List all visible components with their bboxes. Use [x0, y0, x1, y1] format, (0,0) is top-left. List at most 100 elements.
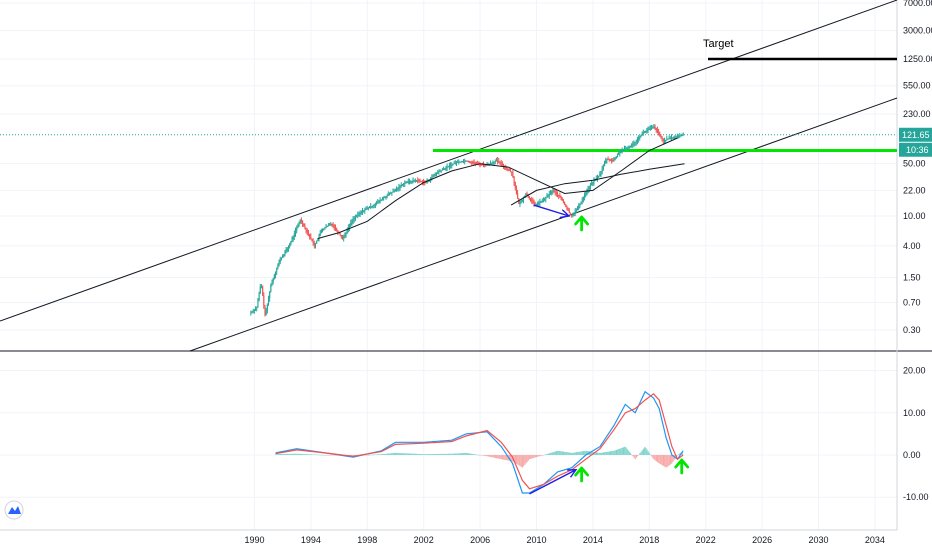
candle: [514, 181, 516, 191]
candle-body: [645, 131, 647, 133]
candle: [276, 267, 278, 275]
candle-body: [334, 227, 337, 229]
macd-histogram-bar: [653, 455, 655, 460]
macd-histogram-bar: [333, 455, 335, 456]
macd-histogram-bar: [678, 454, 680, 455]
macd-histogram-bar: [373, 454, 375, 456]
candle-body: [561, 198, 563, 201]
axis-settings-corner[interactable]: [894, 534, 932, 550]
macd-histogram-bar: [410, 453, 412, 455]
candle-body: [493, 161, 495, 163]
macd-histogram-bar: [353, 455, 355, 456]
candle: [508, 168, 510, 171]
candle: [582, 196, 584, 203]
candle-body: [412, 180, 414, 182]
candle-body: [622, 149, 624, 151]
candle-body: [354, 217, 357, 219]
macd-histogram-bar: [420, 454, 422, 455]
price-tick-label: 10.00: [903, 211, 926, 221]
candle-body: [401, 184, 404, 186]
macd-histogram-bar: [407, 453, 410, 455]
macd-histogram-bar: [393, 452, 395, 455]
candle-body: [646, 130, 648, 132]
macd-histogram-bar: [293, 453, 296, 455]
candle-body: [332, 223, 334, 226]
candle-body: [276, 268, 278, 272]
green-up-arrow-icon[interactable]: [574, 215, 590, 232]
candle-body: [665, 139, 667, 141]
candle-body: [579, 204, 581, 207]
green-up-arrow-icon[interactable]: [674, 458, 690, 475]
upper-channel-line[interactable]: [0, 0, 898, 322]
macd-histogram-bar: [673, 455, 675, 461]
candle: [280, 257, 283, 261]
candle-body: [303, 223, 305, 226]
macd-histogram-bar: [283, 453, 285, 455]
candle: [544, 197, 546, 202]
candle-body: [407, 181, 409, 183]
candle-body: [452, 163, 454, 165]
macd-histogram-bar: [552, 452, 554, 455]
candle: [417, 177, 419, 184]
candle: [392, 188, 394, 193]
price-divergence-arrow[interactable]: [533, 204, 569, 216]
candle-body: [619, 151, 621, 154]
macd-histogram-bar: [637, 455, 639, 457]
candle: [618, 150, 620, 155]
candle-body: [604, 163, 606, 166]
candle: [562, 199, 565, 204]
green-up-arrow-icon[interactable]: [574, 466, 590, 483]
candle-body: [532, 201, 534, 203]
candle-body: [635, 140, 637, 143]
candle: [552, 188, 554, 195]
candle: [253, 309, 255, 314]
macd-histogram-bar: [442, 453, 444, 455]
macd-histogram-bar: [472, 454, 474, 455]
candle-body: [639, 136, 641, 138]
candle: [323, 228, 325, 231]
macd-histogram-bar: [450, 453, 452, 455]
candle: [314, 242, 317, 249]
countdown-badge: [899, 142, 932, 157]
macd-histogram-bar: [470, 453, 472, 455]
candle-body: [346, 229, 348, 233]
channel-lines[interactable]: [0, 0, 898, 352]
candle-body: [587, 189, 589, 191]
candle: [639, 135, 641, 141]
price-tick-label: 3000.00: [903, 26, 932, 36]
tradingview-logo-icon[interactable]: [4, 500, 24, 520]
macd-histogram-bar: [322, 454, 324, 456]
macd-histogram-bar: [318, 454, 320, 456]
candle-body: [640, 134, 642, 137]
macd-histogram-bar: [383, 453, 385, 455]
candle: [259, 283, 261, 295]
macd-divergence-arrow[interactable]: [529, 470, 576, 495]
macd-histogram-bar: [403, 453, 405, 455]
candle-body: [522, 197, 525, 200]
candle: [538, 200, 540, 207]
annotations[interactable]: [529, 204, 690, 495]
candle-body: [391, 192, 393, 194]
macd-histogram-bar: [447, 453, 449, 455]
lower-channel-line[interactable]: [189, 97, 898, 352]
candle: [324, 226, 326, 230]
candle-body: [641, 133, 643, 135]
candle-body: [313, 243, 315, 246]
macd-histogram-bar: [370, 454, 372, 456]
candle: [656, 126, 659, 134]
candle-body: [379, 200, 381, 202]
candle: [278, 259, 280, 267]
candle: [622, 148, 624, 151]
candle: [353, 215, 355, 223]
macd-histogram-bar: [297, 453, 299, 455]
candle: [627, 145, 629, 152]
price-tick-label: 4.00: [903, 241, 921, 251]
candle: [547, 194, 549, 198]
candle-body: [404, 182, 406, 184]
candle-body: [613, 159, 615, 161]
candle: [678, 135, 680, 139]
candle: [579, 203, 581, 209]
horizontal-levels[interactable]: Target: [0, 38, 897, 152]
candle: [465, 160, 467, 163]
